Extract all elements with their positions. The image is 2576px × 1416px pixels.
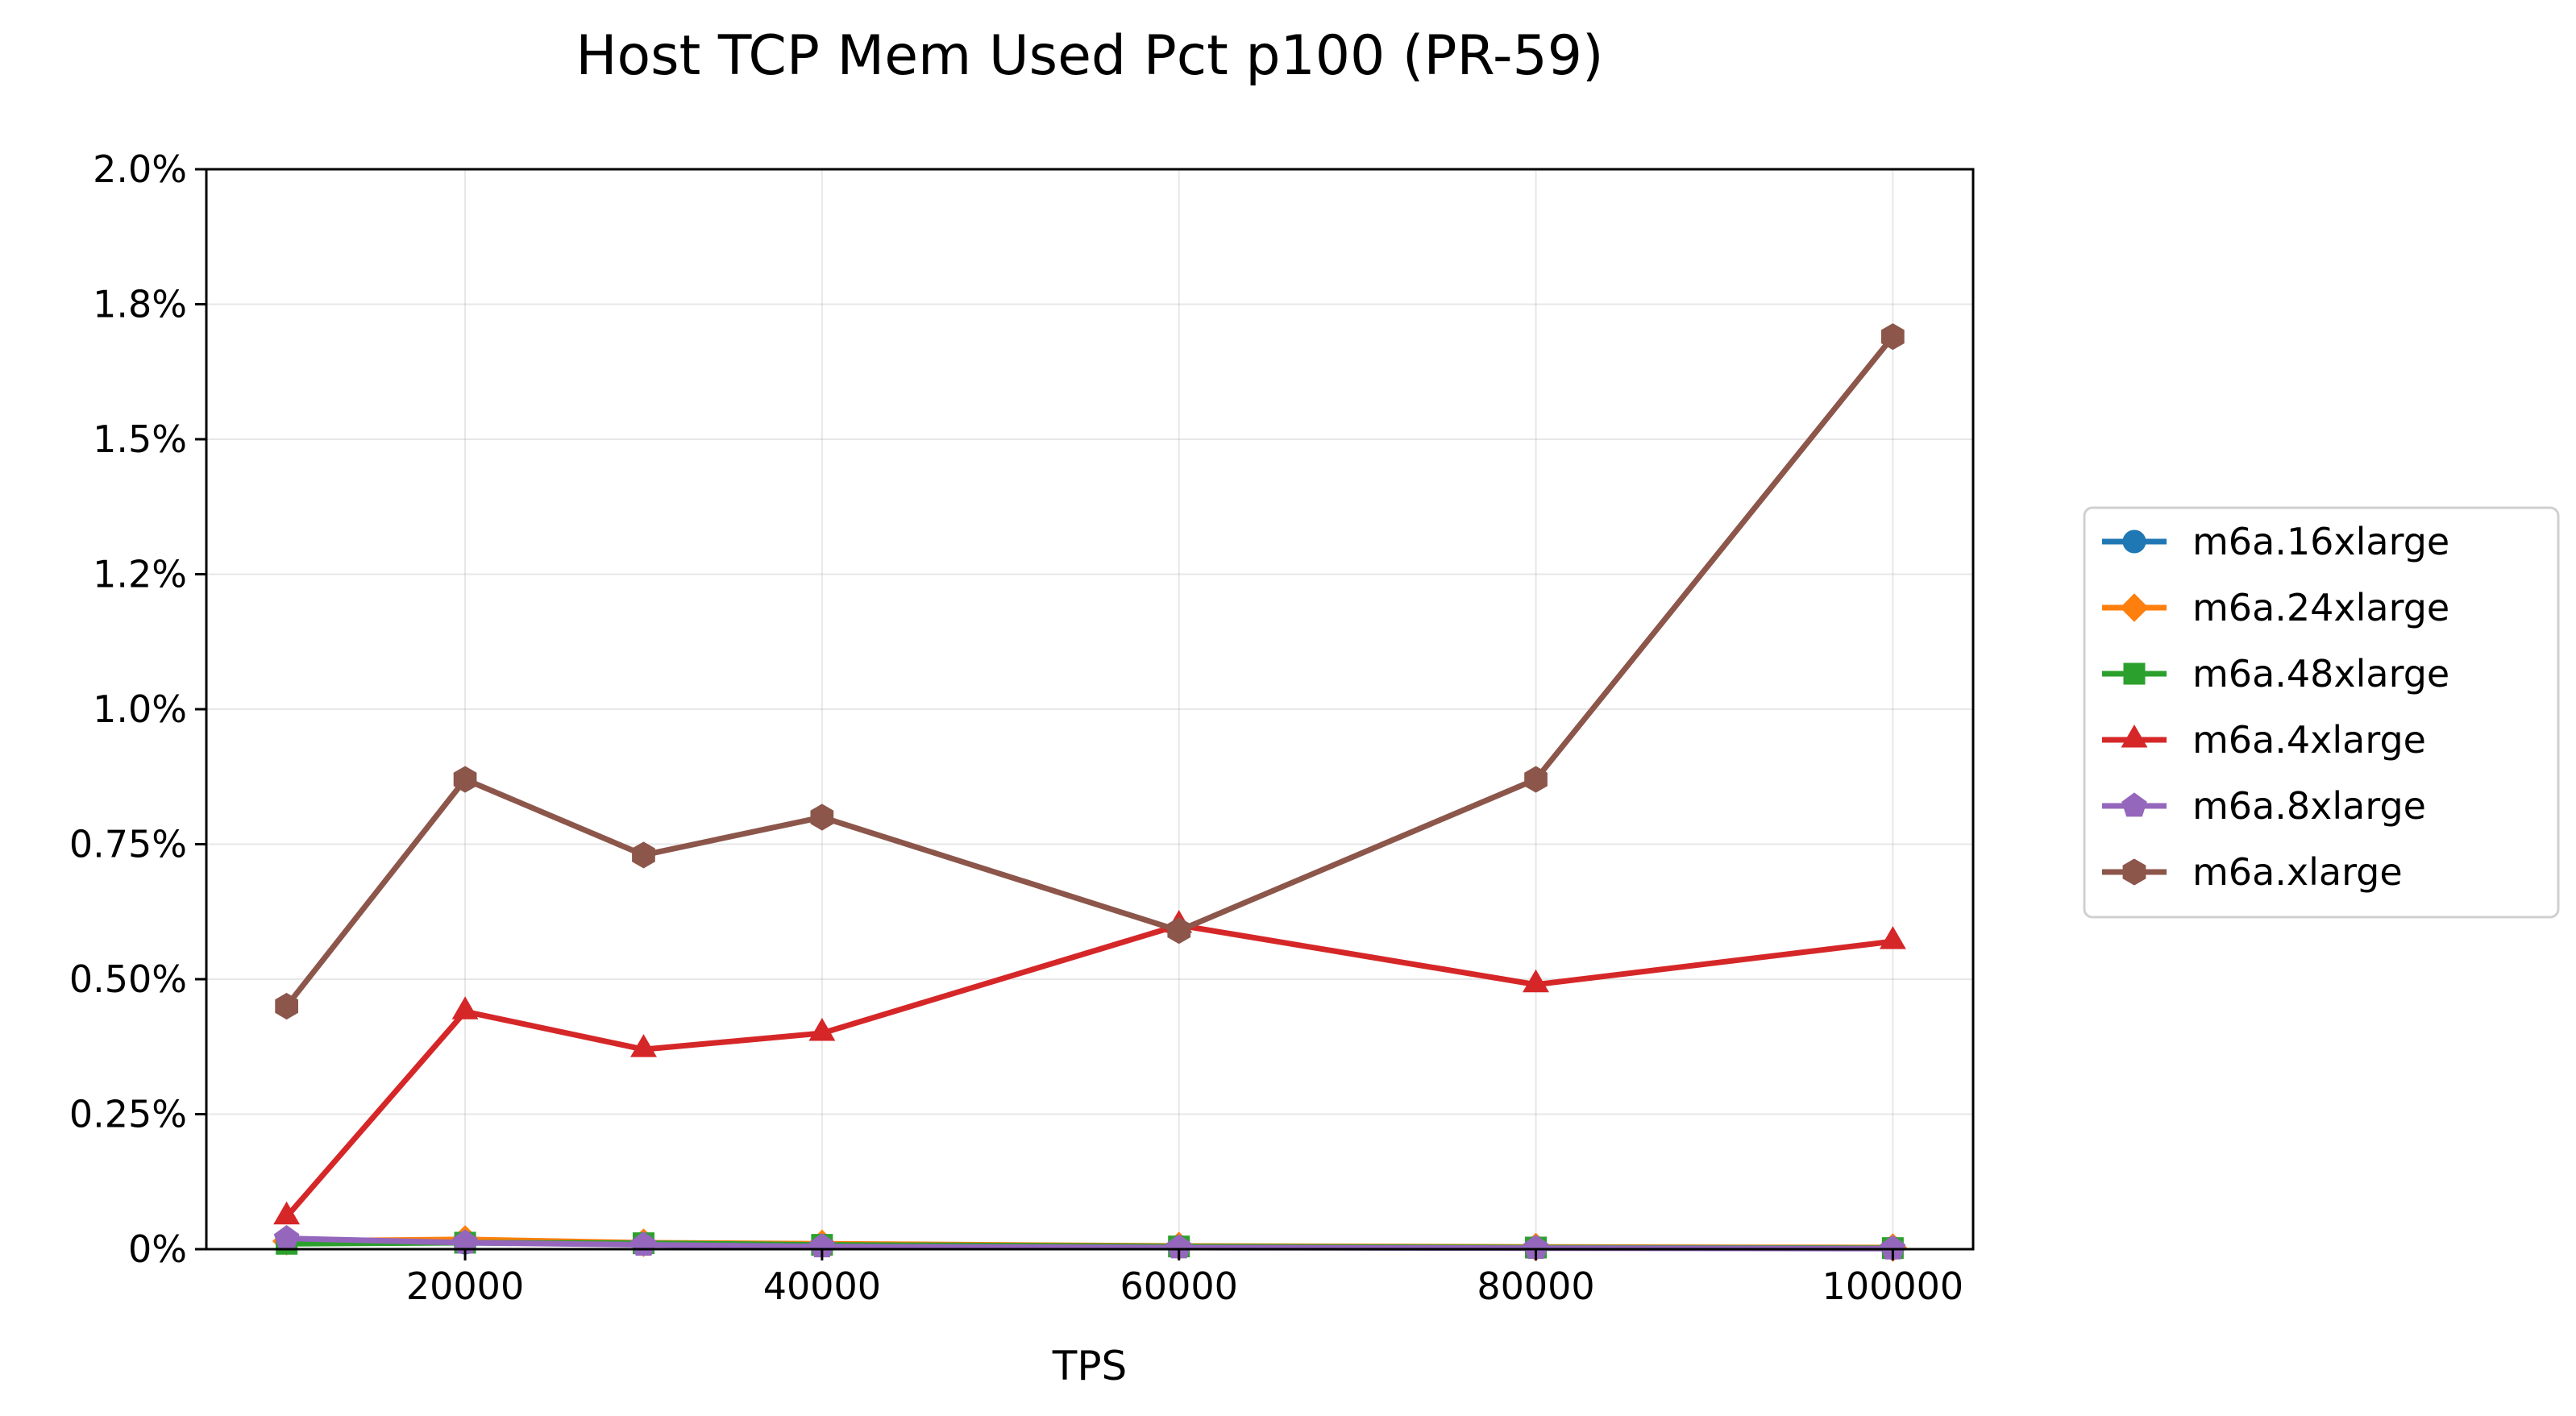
x-tick-label: 40000	[763, 1264, 881, 1308]
legend-label: m6a.xlarge	[2192, 850, 2403, 894]
x-tick-label: 60000	[1120, 1264, 1238, 1308]
y-tick-label: 1.8%	[93, 283, 187, 326]
data-point	[451, 996, 479, 1019]
data-point	[273, 1201, 301, 1225]
series-layer	[272, 323, 1908, 1262]
x-tick-label: 80000	[1477, 1264, 1594, 1308]
y-tick-label: 0.50%	[69, 957, 187, 1001]
y-axis: 0% 0.25% 0.50% 0.75% 1.0% 1.2% 1.5% 1.8% 2.0%	[69, 147, 206, 1271]
y-tick-label: 0%	[128, 1227, 187, 1271]
data-point	[1881, 323, 1905, 351]
legend-label: m6a.16xlarge	[2192, 520, 2449, 563]
data-point	[810, 804, 834, 831]
chart-title: Host TCP Mem Used Pct p100 (PR-59)	[575, 24, 1603, 88]
data-point	[275, 992, 298, 1020]
data-point	[632, 841, 655, 869]
legend-item: m6a.48xlarge	[2102, 652, 2449, 696]
y-tick-label: 0.75%	[69, 823, 187, 866]
legend-box	[2083, 506, 2560, 919]
legend-label: m6a.48xlarge	[2192, 652, 2449, 696]
legend-marker	[2123, 662, 2146, 685]
y-tick-label: 1.2%	[93, 553, 187, 596]
y-tick-label: 2.0%	[93, 147, 187, 191]
legend-marker	[2122, 529, 2146, 554]
data-point	[1167, 917, 1191, 945]
legend-item: m6a.4xlarge	[2102, 718, 2426, 762]
data-point	[630, 1034, 657, 1057]
y-tick-label: 0.25%	[69, 1093, 187, 1136]
legend-label: m6a.4xlarge	[2192, 718, 2426, 762]
legend-marker	[2120, 593, 2149, 622]
legend-marker	[2121, 792, 2147, 817]
x-axis-label: TPS	[1052, 1343, 1127, 1389]
x-axis: 20000 40000 60000 80000 100000	[406, 1249, 1963, 1308]
x-tick-label: 100000	[1822, 1264, 1964, 1308]
series-m6a.4xlarge	[273, 910, 1906, 1225]
data-point	[453, 766, 477, 793]
legend-item: m6a.8xlarge	[2102, 784, 2426, 828]
legend-marker	[2121, 725, 2148, 748]
y-tick-label: 1.5%	[93, 417, 187, 461]
data-point	[1523, 969, 1549, 993]
data-point	[1879, 926, 1906, 949]
legend-item: m6a.24xlarge	[2102, 586, 2449, 629]
data-point	[1524, 766, 1548, 793]
legend: m6a.16xlarge m6a.24xlarge m6a.48xlarge m6a.…	[2083, 506, 2560, 919]
series-m6a.xlarge	[275, 323, 1905, 1020]
legend-item: m6a.xlarge	[2102, 850, 2403, 894]
legend-label: m6a.24xlarge	[2192, 586, 2449, 629]
legend-label: m6a.8xlarge	[2192, 784, 2426, 828]
data-point	[808, 1018, 836, 1041]
legend-item: m6a.16xlarge	[2102, 520, 2449, 563]
legend-marker	[2122, 858, 2146, 886]
y-tick-label: 1.0%	[93, 687, 187, 731]
x-tick-label: 20000	[406, 1264, 524, 1308]
